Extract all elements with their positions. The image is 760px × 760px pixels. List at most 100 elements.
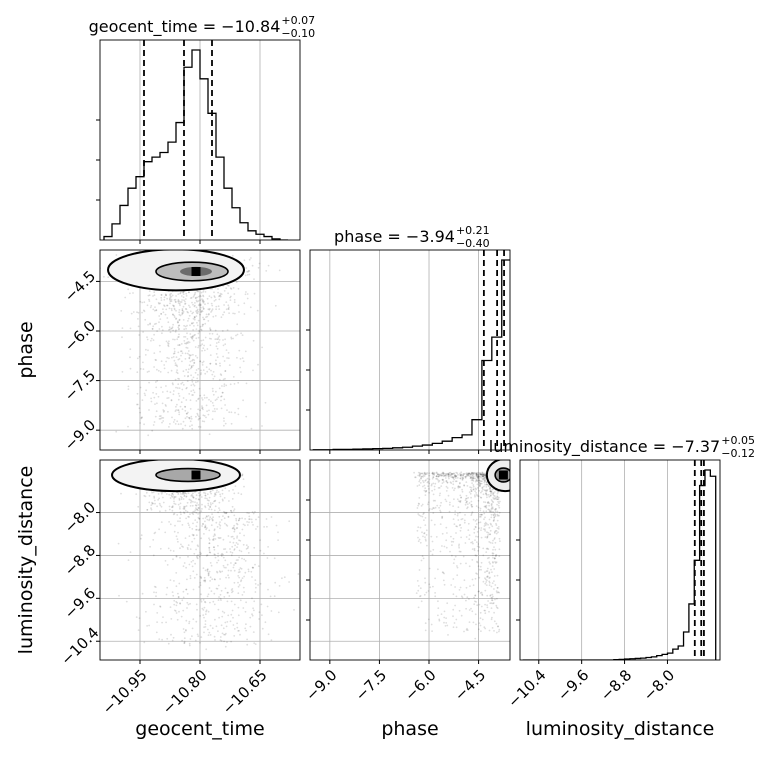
sample-point bbox=[179, 350, 182, 353]
sample-point bbox=[141, 301, 144, 304]
sample-point bbox=[209, 329, 212, 331]
sample-point bbox=[493, 491, 496, 493]
sample-point bbox=[209, 580, 212, 582]
sample-point bbox=[479, 473, 482, 476]
sample-point bbox=[196, 300, 199, 303]
sample-point bbox=[209, 362, 212, 365]
sample-point bbox=[184, 300, 186, 303]
panel-frame-1-1 bbox=[309, 249, 511, 451]
sample-point bbox=[482, 474, 485, 477]
sample-point bbox=[161, 621, 164, 624]
sample-point bbox=[216, 489, 218, 492]
sample-point bbox=[432, 493, 435, 496]
sample-point bbox=[248, 518, 250, 520]
sample-point bbox=[174, 610, 177, 612]
sample-point bbox=[472, 488, 475, 491]
sample-point bbox=[237, 585, 240, 588]
sample-point bbox=[496, 490, 499, 493]
sample-point bbox=[197, 310, 200, 313]
sample-point bbox=[202, 523, 204, 525]
sample-point bbox=[475, 473, 478, 475]
sample-point bbox=[491, 507, 494, 510]
sample-point bbox=[486, 494, 488, 496]
sample-point bbox=[218, 295, 220, 298]
sample-point bbox=[483, 481, 486, 484]
sample-point bbox=[422, 485, 424, 488]
sample-point bbox=[236, 527, 239, 529]
title-text: geocent_time = −10.84 bbox=[89, 17, 281, 37]
sample-point bbox=[479, 624, 482, 627]
sample-point bbox=[159, 504, 162, 507]
sample-point bbox=[467, 474, 469, 476]
sample-point bbox=[458, 524, 461, 527]
sample-point bbox=[476, 541, 478, 543]
sample-point bbox=[463, 630, 465, 633]
sample-point bbox=[446, 481, 449, 484]
sample-point bbox=[422, 474, 425, 476]
sample-point bbox=[451, 472, 453, 475]
sample-point bbox=[437, 473, 439, 476]
sample-point bbox=[165, 308, 168, 311]
sample-point bbox=[475, 572, 477, 575]
sample-point bbox=[127, 388, 130, 390]
sample-point bbox=[442, 479, 445, 481]
sample-point bbox=[213, 375, 216, 378]
sample-point bbox=[177, 293, 180, 295]
sample-point bbox=[208, 496, 211, 499]
sample-point bbox=[208, 518, 211, 520]
sample-point bbox=[237, 381, 240, 384]
sample-point bbox=[197, 408, 200, 411]
sample-point bbox=[182, 293, 185, 295]
sample-point bbox=[423, 471, 426, 474]
sample-point bbox=[444, 474, 446, 477]
sample-point bbox=[484, 476, 486, 479]
sample-point bbox=[208, 313, 210, 315]
sample-point bbox=[185, 496, 188, 498]
sample-point bbox=[454, 604, 456, 607]
sample-point bbox=[193, 552, 196, 555]
sample-point bbox=[184, 491, 186, 494]
sample-point bbox=[252, 369, 254, 372]
sample-point bbox=[483, 478, 486, 480]
sample-point bbox=[204, 526, 207, 528]
sample-point bbox=[199, 584, 202, 587]
sample-point bbox=[227, 515, 230, 518]
sample-point bbox=[244, 274, 247, 277]
sample-point bbox=[180, 354, 182, 357]
sample-point bbox=[473, 603, 476, 606]
sample-point bbox=[423, 473, 426, 475]
sample-point bbox=[190, 366, 193, 368]
sample-point bbox=[177, 383, 180, 386]
sample-point bbox=[278, 585, 281, 587]
sample-point bbox=[127, 559, 130, 561]
sample-point bbox=[496, 587, 499, 589]
sample-point bbox=[488, 580, 491, 583]
tick-labels: −10.95 −10.80 −10.65 −9.0 −7.5 −6.0 −4.5 −10.4−… bbox=[57, 267, 678, 718]
sample-point bbox=[212, 315, 215, 318]
sample-point bbox=[172, 496, 174, 498]
sample-point bbox=[206, 396, 208, 399]
sample-point bbox=[244, 571, 247, 574]
sample-point bbox=[211, 502, 214, 505]
sample-point bbox=[191, 301, 193, 304]
sample-point bbox=[226, 329, 229, 331]
sample-point bbox=[490, 503, 493, 506]
sample-point bbox=[241, 594, 244, 596]
sample-point bbox=[192, 335, 194, 337]
sample-point bbox=[243, 534, 246, 537]
sample-point bbox=[465, 497, 467, 500]
sample-point bbox=[220, 316, 223, 319]
sample-point bbox=[200, 328, 202, 331]
sample-point bbox=[421, 503, 424, 506]
sample-point bbox=[195, 548, 198, 551]
sample-point bbox=[462, 477, 465, 480]
sample-point bbox=[496, 513, 499, 516]
sample-point bbox=[221, 610, 224, 613]
sample-point bbox=[247, 568, 250, 571]
sample-point bbox=[179, 602, 181, 604]
sample-point bbox=[231, 254, 234, 257]
sample-point bbox=[165, 340, 168, 343]
sample-point bbox=[191, 394, 194, 396]
sample-point bbox=[162, 420, 165, 422]
sample-point bbox=[197, 504, 200, 506]
